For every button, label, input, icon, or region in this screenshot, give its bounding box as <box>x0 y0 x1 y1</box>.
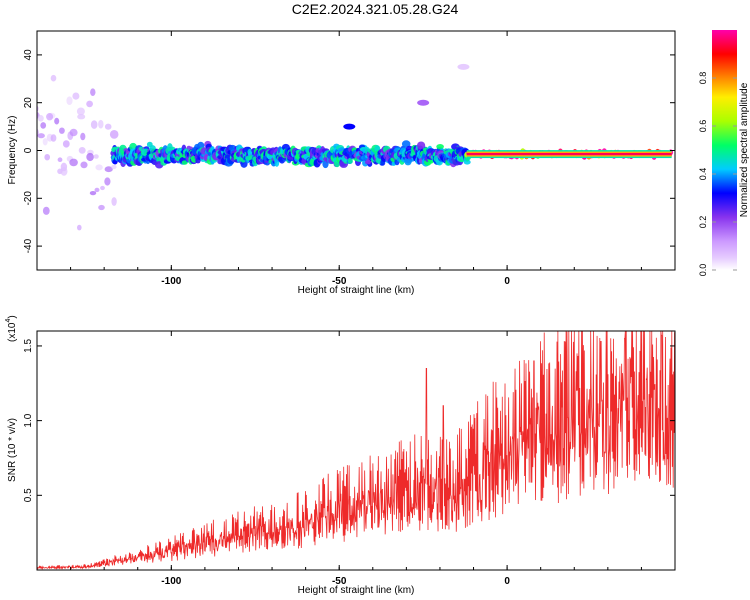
snr-frame <box>36 330 676 571</box>
colorbar-tick-label: 0.6 <box>698 120 708 133</box>
top-y-axis-label: Frequency (Hz) <box>7 116 18 185</box>
spectral-cell <box>69 158 78 167</box>
spectral-cell <box>78 147 86 154</box>
spectral-cell <box>89 191 97 196</box>
x-tick-label: -50 <box>332 576 347 587</box>
spectral-cell <box>228 144 237 152</box>
y-tick-label: -40 <box>23 238 34 253</box>
spectral-cell <box>59 127 65 134</box>
x-tick-label: -100 <box>161 276 181 287</box>
top-x-ticks: -100 -50 0 <box>36 31 676 287</box>
spectral-cell <box>50 134 57 142</box>
colorbar-gradient <box>712 30 737 270</box>
y-tick-label: 40 <box>23 49 34 61</box>
bottom-y-ticks: 0.5 1.0 1.5 <box>23 339 675 502</box>
spectral-outlier <box>457 63 470 70</box>
spectrogram-panel: -100 -50 0 -40 -20 0 20 40 Height of straight … <box>7 30 676 296</box>
colorbar-tick-label: 0.4 <box>698 168 708 181</box>
colorbar-tick-label: 0.8 <box>698 72 708 85</box>
spectral-cell <box>436 144 444 150</box>
spectral-cell <box>181 160 188 165</box>
spectral-cell <box>347 157 353 164</box>
spectral-cell <box>104 177 111 186</box>
spectral-cell <box>77 114 86 120</box>
spectral-cell <box>62 140 70 148</box>
bottom-x-axis-label: Height of straight line (km) <box>298 585 415 596</box>
spectral-outlier <box>417 99 430 106</box>
bottom-y-axis-label: SNR (10 * v/v) <box>7 418 18 482</box>
spectral-cell <box>37 133 45 139</box>
spectral-cell <box>80 132 86 141</box>
spectrogram-marks <box>37 63 674 231</box>
spectral-cell <box>95 164 103 171</box>
colorbar: 0.0 0.2 0.4 0.6 0.8 Normalized spectral ampl… <box>698 30 750 276</box>
x-tick-label: 0 <box>504 576 510 587</box>
y-multiplier-exponent: 4 <box>5 319 12 323</box>
snr-series-line <box>37 331 675 570</box>
spectral-cell <box>86 152 94 162</box>
spectral-cell <box>76 107 85 116</box>
spectral-cell <box>77 224 82 231</box>
spectral-cell <box>111 197 117 206</box>
bottom-x-ticks: -100 -50 0 <box>36 331 676 587</box>
chart-title: C2E2.2024.321.05.28.G24 <box>292 1 459 17</box>
spectral-cell <box>94 187 100 193</box>
spectral-cell <box>100 185 105 191</box>
colorbar-tick-label: 0.0 <box>698 264 708 277</box>
spectral-cell <box>109 130 119 139</box>
x-tick-label: -100 <box>161 576 181 587</box>
spectral-outlier <box>343 123 356 130</box>
y-tick-label: 1.0 <box>23 413 34 427</box>
svg-text:(x104): (x104) <box>5 315 18 342</box>
stable-line-core <box>466 152 672 156</box>
y-tick-label: 0.5 <box>23 488 34 502</box>
spectral-cell <box>40 122 47 129</box>
spectral-cell <box>42 206 50 215</box>
spectral-cell <box>46 113 54 121</box>
top-y-ticks: -40 -20 0 20 40 <box>23 49 675 253</box>
spectral-cell <box>401 140 411 148</box>
x-tick-label: -50 <box>332 276 347 287</box>
spectral-cell <box>104 123 112 130</box>
spectral-cell <box>417 141 426 150</box>
spectral-cell <box>60 167 68 176</box>
spectral-cell <box>72 92 80 100</box>
top-x-axis-label: Height of straight line (km) <box>298 285 415 296</box>
spectral-cell <box>111 164 117 170</box>
spectral-cell <box>66 96 73 105</box>
y-multiplier-prefix: (x10 <box>7 322 18 342</box>
y-tick-label: 1.5 <box>23 339 34 353</box>
spectral-cell <box>90 88 96 96</box>
y-tick-label: -20 <box>23 191 34 206</box>
spectral-cell <box>50 74 57 82</box>
y-tick-label: 20 <box>23 97 34 109</box>
spectral-cell <box>69 128 78 137</box>
snr-panel: -100 -50 0 0.5 1.0 1.5 Height of straight li… <box>5 315 676 596</box>
spectral-cell <box>54 117 60 125</box>
spectral-cell <box>80 161 88 169</box>
spectral-cell <box>104 166 113 173</box>
spectral-cell <box>93 154 99 159</box>
spectral-cell <box>98 119 104 129</box>
y-multiplier: (x104) <box>5 315 18 342</box>
colorbar-tick-label: 0.2 <box>698 216 708 229</box>
y-tick-label: 0 <box>23 147 34 153</box>
x-tick-label: 0 <box>504 276 510 287</box>
y-multiplier-suffix: ) <box>7 315 18 318</box>
spectral-cell <box>57 157 63 162</box>
spectral-cell <box>37 115 44 122</box>
spectral-cell <box>44 154 50 161</box>
spectral-cell <box>98 204 105 211</box>
colorbar-label: Normalized spectral amplitude <box>739 82 750 217</box>
spectral-cell <box>90 120 98 129</box>
colorbar-ticks: 0.0 0.2 0.4 0.6 0.8 <box>698 72 737 277</box>
spectral-cell <box>42 138 48 146</box>
spectral-cell <box>86 100 93 108</box>
